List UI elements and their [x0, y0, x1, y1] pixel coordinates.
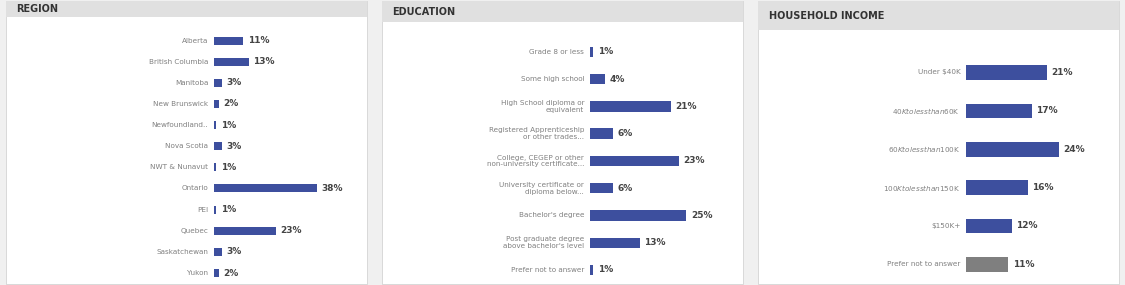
Text: 23%: 23% — [683, 156, 704, 165]
FancyBboxPatch shape — [214, 163, 216, 171]
Text: Newfoundland..: Newfoundland.. — [152, 122, 208, 128]
FancyBboxPatch shape — [214, 142, 222, 150]
Text: 12%: 12% — [1017, 221, 1038, 231]
Text: Registered Apprenticeship
or other trades...: Registered Apprenticeship or other trade… — [488, 127, 584, 140]
Text: British Columbia: British Columbia — [148, 59, 208, 65]
Text: 3%: 3% — [226, 78, 241, 87]
Text: 6%: 6% — [618, 129, 632, 138]
FancyBboxPatch shape — [214, 58, 249, 66]
Text: 16%: 16% — [1032, 183, 1053, 192]
FancyBboxPatch shape — [590, 129, 613, 139]
Text: PEI: PEI — [197, 207, 208, 213]
Text: 11%: 11% — [1012, 260, 1034, 269]
FancyBboxPatch shape — [214, 269, 219, 277]
FancyBboxPatch shape — [214, 79, 222, 87]
Text: Some high school: Some high school — [521, 76, 584, 82]
FancyBboxPatch shape — [214, 248, 222, 256]
Text: 21%: 21% — [675, 102, 696, 111]
Text: 24%: 24% — [1063, 145, 1084, 154]
Text: Manitoba: Manitoba — [174, 80, 208, 86]
Text: 13%: 13% — [645, 238, 666, 247]
Text: HOUSEHOLD INCOME: HOUSEHOLD INCOME — [768, 11, 884, 21]
FancyBboxPatch shape — [965, 103, 1032, 118]
FancyBboxPatch shape — [214, 36, 243, 44]
FancyBboxPatch shape — [590, 183, 613, 193]
FancyBboxPatch shape — [590, 265, 594, 275]
FancyBboxPatch shape — [214, 205, 216, 214]
Text: Post graduate degree
above bachelor's level: Post graduate degree above bachelor's le… — [503, 236, 584, 249]
Text: 1%: 1% — [220, 163, 236, 172]
FancyBboxPatch shape — [590, 47, 594, 57]
FancyBboxPatch shape — [590, 101, 670, 111]
Text: 3%: 3% — [226, 142, 241, 151]
Text: EDUCATION: EDUCATION — [393, 7, 456, 17]
FancyBboxPatch shape — [590, 156, 678, 166]
FancyBboxPatch shape — [6, 1, 367, 17]
Text: Quebec: Quebec — [180, 228, 208, 234]
FancyBboxPatch shape — [214, 121, 216, 129]
FancyBboxPatch shape — [6, 1, 367, 284]
Text: Prefer not to answer: Prefer not to answer — [511, 267, 584, 273]
Text: Ontario: Ontario — [181, 186, 208, 192]
Text: High School diploma or
equivalent: High School diploma or equivalent — [501, 100, 584, 113]
Text: 1%: 1% — [597, 265, 613, 274]
Text: 6%: 6% — [618, 184, 632, 193]
FancyBboxPatch shape — [214, 227, 276, 235]
FancyBboxPatch shape — [590, 237, 640, 248]
Text: $150K+: $150K+ — [930, 223, 961, 229]
FancyBboxPatch shape — [965, 257, 1008, 272]
Text: Bachelor's degree: Bachelor's degree — [519, 212, 584, 218]
FancyBboxPatch shape — [965, 65, 1047, 80]
Text: REGION: REGION — [17, 5, 58, 15]
Text: 21%: 21% — [1052, 68, 1073, 77]
Text: 4%: 4% — [610, 75, 624, 84]
Text: New Brunswick: New Brunswick — [153, 101, 208, 107]
Text: 2%: 2% — [223, 268, 238, 278]
Text: 2%: 2% — [223, 99, 238, 108]
Text: Nova Scotia: Nova Scotia — [165, 143, 208, 149]
Text: 25%: 25% — [691, 211, 712, 220]
Text: 1%: 1% — [220, 205, 236, 214]
Text: Under $40K: Under $40K — [918, 70, 961, 76]
FancyBboxPatch shape — [965, 219, 1012, 233]
Text: Grade 8 or less: Grade 8 or less — [530, 49, 584, 55]
Text: 11%: 11% — [248, 36, 269, 45]
Text: 13%: 13% — [253, 57, 274, 66]
Text: 3%: 3% — [226, 247, 241, 256]
Text: University certificate or
diploma below...: University certificate or diploma below.… — [500, 182, 584, 195]
Text: 17%: 17% — [1036, 106, 1058, 115]
Text: $60K to less than $100K: $60K to less than $100K — [888, 144, 961, 154]
Text: Yukon: Yukon — [187, 270, 208, 276]
Text: 38%: 38% — [321, 184, 342, 193]
FancyBboxPatch shape — [965, 180, 1027, 195]
FancyBboxPatch shape — [758, 1, 1119, 30]
Text: $40K to less than $60K: $40K to less than $60K — [892, 106, 961, 116]
Text: 1%: 1% — [220, 121, 236, 130]
FancyBboxPatch shape — [590, 210, 686, 221]
FancyBboxPatch shape — [965, 142, 1059, 156]
Text: Saskatchewan: Saskatchewan — [156, 249, 208, 255]
FancyBboxPatch shape — [381, 1, 744, 22]
FancyBboxPatch shape — [758, 1, 1119, 284]
Text: 23%: 23% — [280, 226, 302, 235]
FancyBboxPatch shape — [590, 74, 605, 84]
Text: $100K to less than $150K: $100K to less than $150K — [883, 183, 961, 193]
Text: Alberta: Alberta — [182, 38, 208, 44]
FancyBboxPatch shape — [214, 100, 219, 108]
FancyBboxPatch shape — [381, 1, 744, 284]
FancyBboxPatch shape — [214, 184, 316, 192]
Text: NWT & Nunavut: NWT & Nunavut — [150, 164, 208, 170]
Text: 1%: 1% — [597, 47, 613, 56]
Text: College, CEGEP or other
non-university certificate...: College, CEGEP or other non-university c… — [487, 154, 584, 167]
Text: Prefer not to answer: Prefer not to answer — [886, 261, 961, 267]
